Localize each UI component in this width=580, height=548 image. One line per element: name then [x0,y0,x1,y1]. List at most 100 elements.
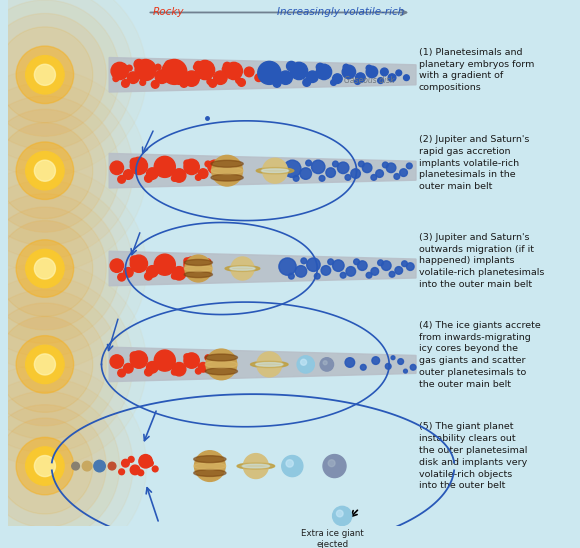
Circle shape [208,354,222,367]
Circle shape [16,335,74,393]
Circle shape [328,259,334,265]
Circle shape [314,273,320,279]
Circle shape [342,65,356,78]
Circle shape [371,174,376,180]
Circle shape [244,67,254,77]
Circle shape [395,266,403,274]
Circle shape [394,174,400,179]
Circle shape [0,109,106,232]
Ellipse shape [237,463,274,469]
Circle shape [34,160,56,181]
Circle shape [180,79,188,87]
Ellipse shape [256,168,293,174]
Circle shape [0,289,119,439]
Circle shape [195,174,201,180]
Circle shape [340,272,346,278]
Circle shape [82,461,92,471]
Circle shape [391,356,395,359]
Circle shape [165,60,175,70]
Ellipse shape [211,167,243,174]
Ellipse shape [230,267,255,270]
Circle shape [159,257,165,262]
Circle shape [154,350,175,371]
Circle shape [293,175,299,181]
Circle shape [195,368,201,374]
Ellipse shape [262,169,289,173]
Circle shape [360,364,366,370]
Circle shape [151,81,159,88]
Circle shape [300,359,307,366]
Circle shape [321,266,331,275]
Circle shape [130,352,138,359]
Circle shape [195,60,215,79]
Circle shape [311,160,325,174]
Circle shape [346,266,356,276]
Circle shape [194,61,202,69]
Circle shape [155,64,161,70]
Circle shape [172,266,186,280]
Circle shape [284,160,301,178]
Circle shape [128,456,134,462]
Circle shape [0,0,119,150]
Circle shape [34,64,56,85]
Polygon shape [109,347,416,381]
Text: (3) Jupiter and Saturn's
outwards migration (if it
happened) implants
volatile-r: (3) Jupiter and Saturn's outwards migrat… [419,233,544,289]
Ellipse shape [194,456,226,463]
Circle shape [345,358,354,367]
Circle shape [184,160,190,166]
Circle shape [366,272,372,278]
Circle shape [111,62,128,79]
Circle shape [404,75,409,81]
Circle shape [386,163,396,173]
Circle shape [332,161,338,167]
Circle shape [154,254,175,275]
Circle shape [300,168,311,179]
Circle shape [112,361,118,366]
Polygon shape [109,58,416,92]
Ellipse shape [184,265,212,272]
Circle shape [0,418,93,514]
Circle shape [257,352,282,377]
Circle shape [205,355,211,361]
Circle shape [195,272,201,278]
Ellipse shape [242,464,270,468]
Circle shape [147,168,158,179]
Circle shape [323,454,346,477]
Circle shape [323,361,327,365]
Ellipse shape [194,470,226,476]
Circle shape [0,391,119,541]
Circle shape [398,358,404,364]
Circle shape [0,82,133,259]
Circle shape [159,159,165,165]
Circle shape [118,273,125,281]
Text: (1) Planetesimals and
planetary embryos form
with a gradient of
compositions: (1) Planetesimals and planetary embryos … [419,48,534,92]
Circle shape [307,71,318,82]
Circle shape [26,55,64,94]
Ellipse shape [205,361,237,368]
Circle shape [144,272,153,280]
Circle shape [198,266,208,276]
Circle shape [26,345,64,384]
Ellipse shape [237,463,274,469]
Circle shape [16,46,74,104]
Circle shape [184,258,190,264]
Circle shape [16,239,74,297]
Circle shape [366,66,378,78]
Circle shape [138,470,144,476]
Circle shape [134,59,144,69]
Circle shape [319,175,325,181]
Ellipse shape [256,168,293,174]
Text: Extra ice giant
ejected: Extra ice giant ejected [301,529,364,548]
Circle shape [0,404,106,527]
Circle shape [371,267,379,275]
Circle shape [0,193,119,343]
Circle shape [354,78,360,84]
Ellipse shape [184,259,212,265]
Text: (5) The giant planet
instability clears out
the outer planetesimal
disk and impl: (5) The giant planet instability clears … [419,423,527,490]
Circle shape [124,270,129,276]
Circle shape [255,74,263,82]
Circle shape [159,353,165,358]
Circle shape [184,71,200,86]
Circle shape [303,78,310,86]
Circle shape [130,351,147,368]
